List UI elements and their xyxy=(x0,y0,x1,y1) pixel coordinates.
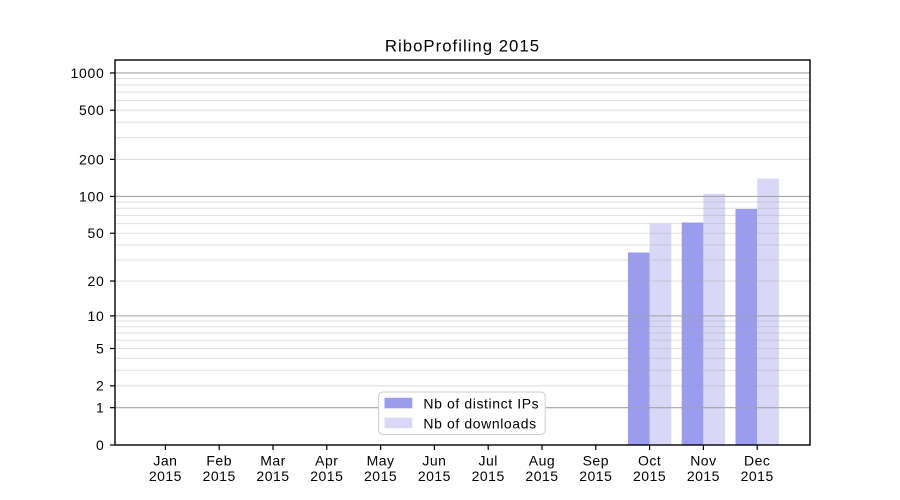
svg-text:2015: 2015 xyxy=(364,468,397,484)
svg-text:2: 2 xyxy=(96,378,105,394)
svg-text:10: 10 xyxy=(88,308,105,324)
svg-text:2015: 2015 xyxy=(741,468,774,484)
svg-text:May: May xyxy=(367,452,395,468)
svg-text:Feb: Feb xyxy=(206,452,232,468)
svg-text:Jun: Jun xyxy=(422,452,446,468)
svg-text:Nb of distinct IPs: Nb of distinct IPs xyxy=(423,395,539,411)
svg-text:2015: 2015 xyxy=(472,468,505,484)
svg-text:2015: 2015 xyxy=(418,468,451,484)
svg-text:2015: 2015 xyxy=(203,468,236,484)
svg-text:RiboProfiling 2015: RiboProfiling 2015 xyxy=(385,37,540,56)
svg-text:Sep: Sep xyxy=(583,452,609,468)
svg-text:Aug: Aug xyxy=(529,452,555,468)
svg-text:Mar: Mar xyxy=(260,452,286,468)
svg-text:2015: 2015 xyxy=(256,468,289,484)
svg-text:Jul: Jul xyxy=(478,452,497,468)
svg-text:200: 200 xyxy=(79,151,104,167)
svg-text:Oct: Oct xyxy=(638,452,661,468)
svg-text:5: 5 xyxy=(96,340,105,356)
svg-text:500: 500 xyxy=(79,102,104,118)
svg-text:Dec: Dec xyxy=(744,452,770,468)
svg-text:1: 1 xyxy=(96,400,105,416)
svg-text:2015: 2015 xyxy=(310,468,343,484)
svg-text:2015: 2015 xyxy=(633,468,666,484)
svg-text:2015: 2015 xyxy=(149,468,182,484)
svg-text:1000: 1000 xyxy=(71,65,105,81)
svg-text:Jan: Jan xyxy=(153,452,177,468)
svg-text:Nov: Nov xyxy=(690,452,716,468)
svg-text:Apr: Apr xyxy=(315,452,338,468)
svg-text:0: 0 xyxy=(96,437,105,453)
svg-text:20: 20 xyxy=(88,273,105,289)
svg-text:2015: 2015 xyxy=(687,468,720,484)
svg-text:Nb of downloads: Nb of downloads xyxy=(423,415,536,431)
svg-text:50: 50 xyxy=(88,225,105,241)
svg-text:2015: 2015 xyxy=(579,468,612,484)
svg-text:2015: 2015 xyxy=(525,468,558,484)
svg-text:100: 100 xyxy=(79,188,104,204)
